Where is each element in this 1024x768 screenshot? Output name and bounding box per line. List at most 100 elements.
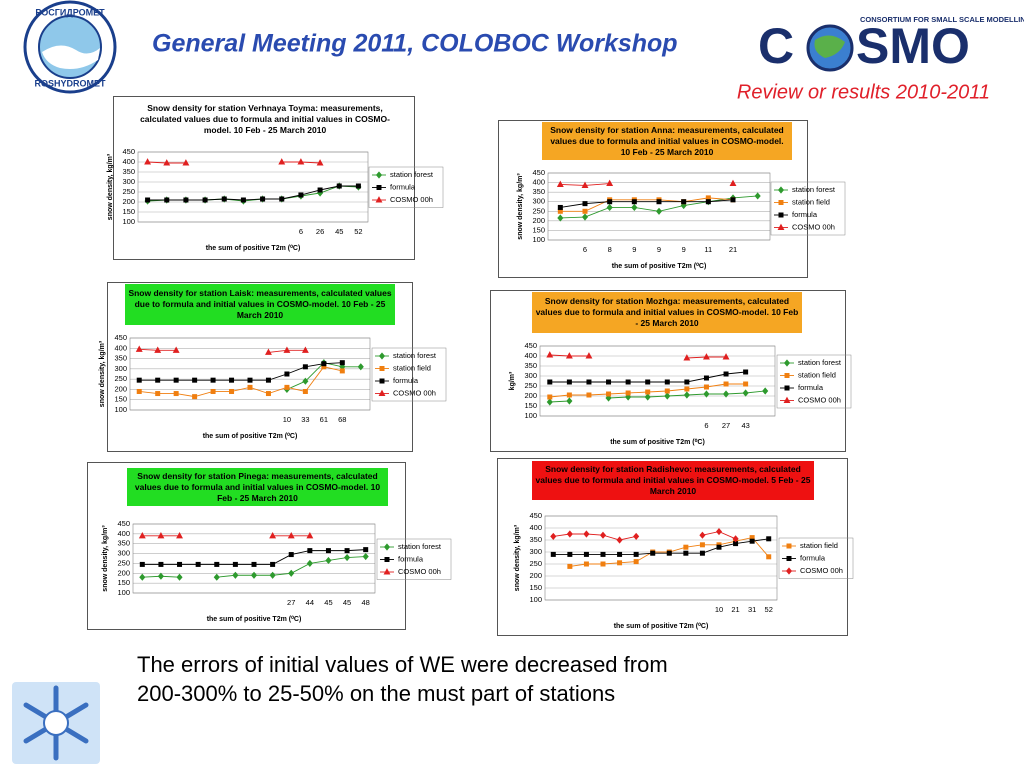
data-point — [664, 379, 670, 385]
legend-label: formula — [798, 383, 824, 392]
cosmo-smo: SMO — [856, 18, 970, 74]
data-point — [633, 559, 639, 565]
legend-marker — [778, 200, 784, 205]
data-point — [339, 368, 345, 374]
legend-marker — [786, 543, 792, 549]
x-tick-label: 44 — [306, 598, 314, 607]
data-point — [302, 377, 309, 385]
data-point — [546, 351, 554, 358]
legend-label: COSMO 00h — [398, 567, 441, 576]
data-point — [210, 377, 216, 383]
data-point — [582, 201, 588, 207]
data-point — [278, 158, 286, 165]
data-point — [664, 392, 671, 400]
data-point — [240, 197, 246, 203]
data-point — [683, 391, 690, 399]
data-point — [173, 391, 179, 397]
plot-area — [132, 523, 376, 594]
y-tick-label: 350 — [529, 535, 542, 544]
y-tick-label: 100 — [524, 411, 537, 420]
series-line — [139, 362, 343, 381]
legend-label: station forest — [798, 358, 842, 367]
data-point — [297, 158, 305, 165]
y-tick-label: 100 — [114, 405, 127, 414]
x-tick-label: 10 — [283, 415, 291, 424]
data-point — [157, 572, 164, 580]
data-point — [202, 197, 208, 203]
legend-marker — [379, 378, 385, 384]
legend-label: formula — [792, 210, 818, 219]
x-tick-label: 21 — [731, 605, 739, 614]
legend-label: station forest — [792, 185, 836, 194]
x-tick-label: 6 — [583, 245, 587, 254]
chart-title: Snow density for station Radishevo: meas… — [532, 461, 814, 500]
data-point — [631, 199, 637, 205]
x-tick-label: 26 — [316, 227, 324, 236]
data-point — [284, 384, 290, 390]
data-point — [302, 388, 308, 394]
data-point — [699, 531, 706, 539]
data-point — [172, 346, 180, 353]
data-point — [357, 363, 364, 371]
chart-title: Snow density for station Verhnaya Toyma:… — [125, 98, 405, 140]
y-tick-label: 250 — [524, 381, 537, 390]
y-tick-label: 200 — [529, 571, 542, 580]
legend-marker — [777, 223, 785, 230]
x-tick-label: 11 — [704, 245, 712, 254]
data-point — [176, 573, 183, 581]
data-point — [606, 203, 613, 212]
cosmo-c: C — [758, 18, 794, 74]
data-point — [301, 346, 309, 353]
data-point — [232, 561, 238, 567]
legend-box — [376, 538, 452, 580]
data-point — [703, 384, 709, 390]
legend-label: formula — [393, 376, 419, 385]
x-tick-label: 45 — [324, 598, 332, 607]
y-tick-label: 300 — [529, 547, 542, 556]
data-point — [547, 379, 553, 385]
legend-marker — [384, 557, 390, 562]
data-point — [631, 203, 638, 212]
x-axis-title: the sum of positive T2m (⁰C) — [206, 244, 301, 252]
plot-area — [544, 515, 778, 601]
data-point — [265, 377, 271, 383]
plot-area — [129, 337, 371, 411]
plot-area — [137, 151, 369, 223]
y-tick-label: 200 — [122, 197, 135, 206]
legend-label: station field — [800, 541, 838, 550]
x-tick-label: 8 — [608, 245, 612, 254]
data-point — [302, 364, 308, 370]
legend-marker — [376, 185, 382, 190]
cosmo-consortium: CONSORTIUM FOR SMALL SCALE MODELLING — [860, 15, 1024, 24]
legend-marker — [375, 171, 383, 179]
data-point — [723, 381, 729, 387]
data-point — [355, 183, 361, 189]
data-point — [344, 553, 351, 562]
legend-label: formula — [390, 182, 416, 191]
data-point — [307, 548, 313, 554]
y-tick-label: 450 — [114, 333, 127, 342]
data-point — [749, 538, 755, 544]
chart-title: Snow density for station Laisk: measurem… — [125, 284, 395, 325]
data-point — [144, 158, 152, 165]
logo-top-text: РОСГИДРОМЕТ — [35, 7, 105, 17]
x-axis-title: the sum of positive T2m (⁰C) — [612, 262, 707, 270]
x-tick-label: 45 — [335, 227, 343, 236]
legend-marker — [375, 196, 383, 203]
data-point — [229, 388, 235, 394]
data-point — [265, 348, 272, 355]
y-tick-label: 350 — [532, 187, 545, 196]
data-point — [625, 393, 632, 401]
series-line — [147, 185, 359, 201]
x-tick-label: 33 — [301, 415, 309, 424]
legend-marker — [383, 543, 391, 551]
cosmo-logo: C SMO CONSORTIUM FOR SMALL SCALE MODELLI… — [758, 15, 1024, 74]
y-tick-label: 300 — [122, 177, 135, 186]
data-point — [585, 352, 593, 359]
data-point — [229, 377, 235, 383]
data-point — [730, 197, 736, 203]
data-point — [154, 346, 162, 353]
series-line — [560, 199, 734, 208]
y-tick-label: 300 — [117, 549, 130, 558]
